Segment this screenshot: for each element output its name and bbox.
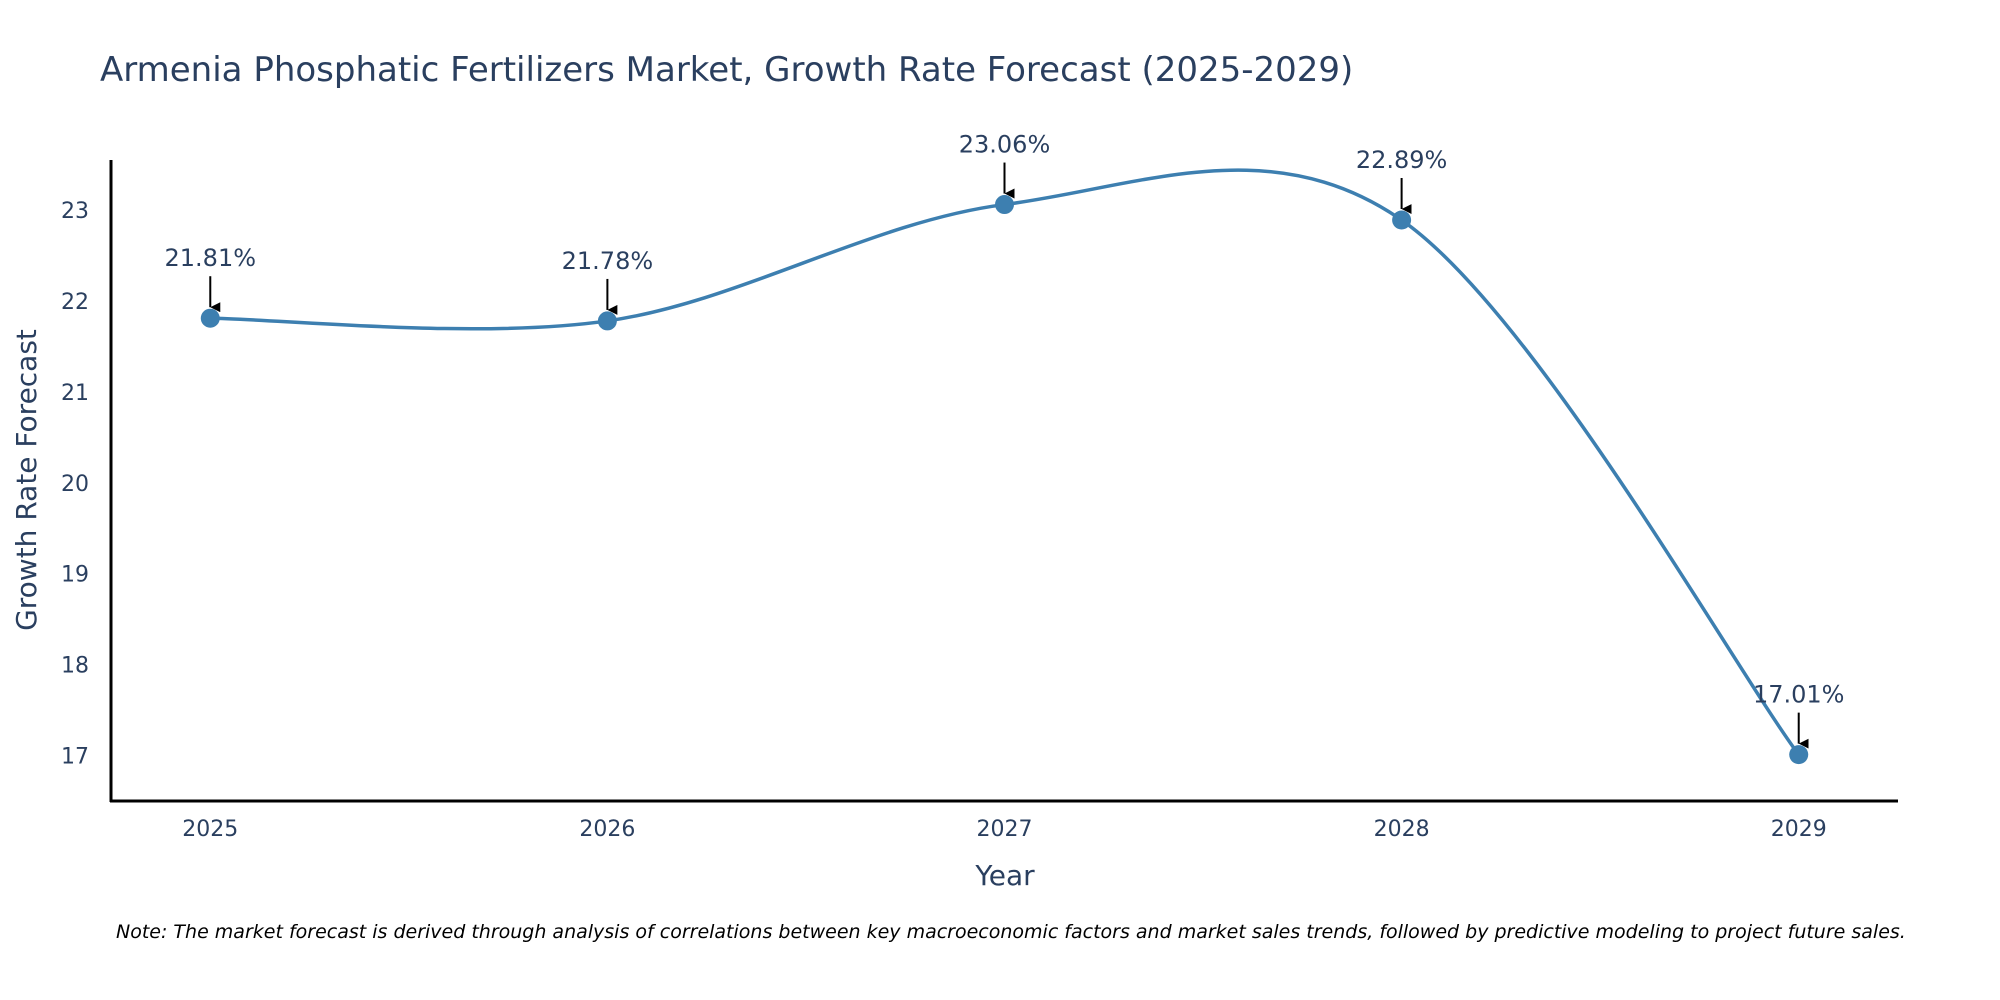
data-label-2028: 22.89% [1356,146,1448,174]
y-tick-label: 17 [61,745,89,770]
data-point-2025 [200,308,220,328]
data-label-2027: 23.06% [959,131,1051,159]
y-tick-label: 20 [61,472,89,497]
footnote: Note: The market forecast is derived thr… [116,921,1906,943]
y-tick-label: 21 [61,381,89,406]
data-label-2029: 17.01% [1753,681,1845,709]
x-tick-label: 2025 [182,817,238,842]
data-point-2027 [995,195,1014,215]
y-tick-label: 23 [61,199,89,224]
data-label-2025: 21.81% [165,244,257,272]
y-axis-ticks: 17 18 19 20 21 22 23 [61,199,89,770]
data-point-2029 [1789,745,1809,765]
x-axis-title: Year [974,859,1035,892]
data-label-2026: 21.78% [562,247,654,275]
y-axis-title: Growth Rate Forecast [10,329,43,631]
data-point-2028 [1392,210,1412,230]
growth-rate-series-line [208,168,1801,757]
x-axis-ticks: 2025 2026 2027 2028 2029 [182,817,1826,842]
y-tick-label: 22 [61,290,89,315]
x-tick-label: 2029 [1771,817,1827,842]
x-tick-label: 2027 [977,817,1033,842]
plot-area: 21.81% 21.78% 23.06% 22.89% 17.01% [165,131,1845,765]
y-tick-label: 18 [61,654,89,679]
chart-title: Armenia Phosphatic Fertilizers Market, G… [100,50,1353,90]
data-point-2026 [597,311,617,331]
y-tick-label: 19 [61,563,89,588]
x-tick-label: 2026 [579,817,635,842]
x-tick-label: 2028 [1374,817,1430,842]
